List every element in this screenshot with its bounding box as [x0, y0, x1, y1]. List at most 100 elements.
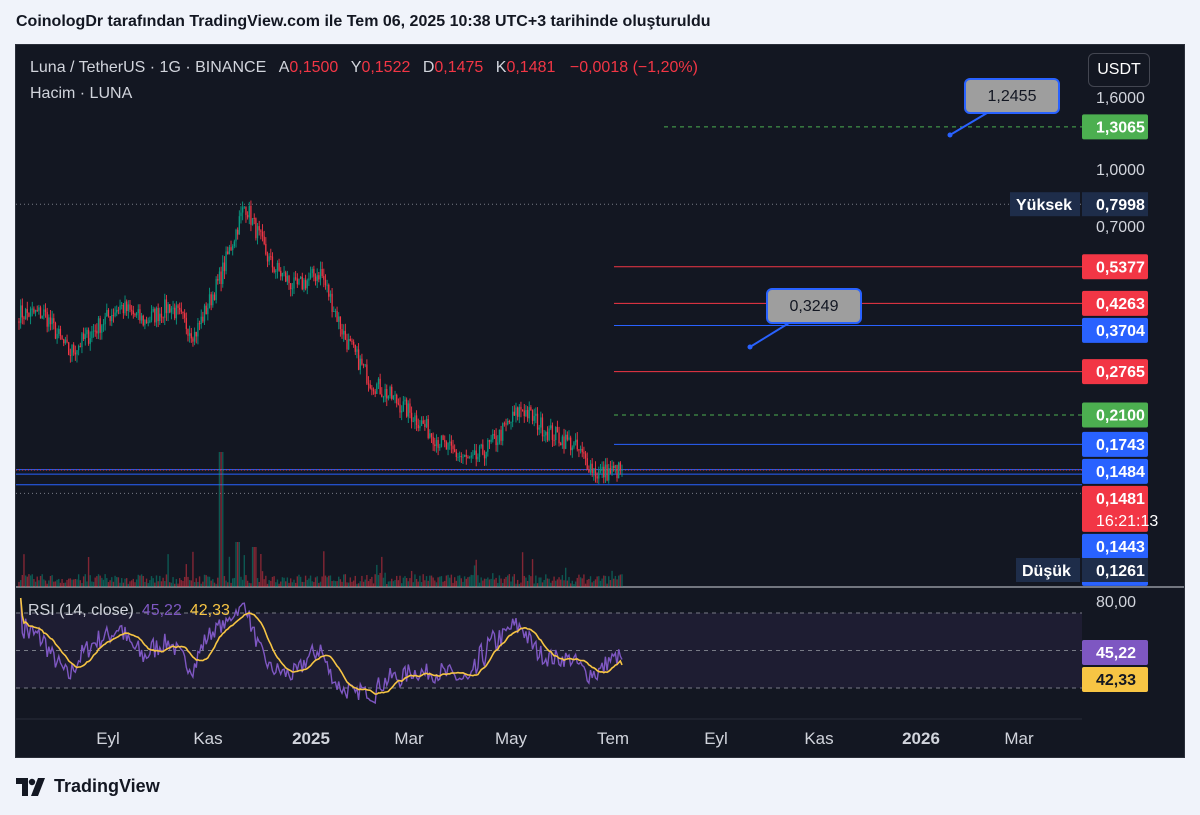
volume-bar — [538, 577, 540, 587]
volume-bar — [107, 582, 110, 587]
candle-body — [255, 218, 257, 239]
symbol-name: Luna / TetherUS · 1G · BINANCE — [30, 59, 267, 76]
candle — [583, 446, 585, 460]
candle-body — [127, 304, 129, 312]
period-low-value: 0,1261 — [1096, 563, 1145, 580]
candle — [492, 429, 494, 443]
callout-box — [766, 288, 862, 324]
currency-button[interactable]: USDT — [1088, 53, 1150, 87]
price-axis-tick-label: 1,0000 — [1096, 162, 1145, 179]
candle — [33, 306, 35, 315]
candle — [462, 454, 464, 465]
candle — [584, 450, 587, 466]
time-axis-tick-label: May — [495, 729, 528, 748]
volume-bar — [149, 580, 151, 587]
volume-bar — [334, 581, 337, 587]
volume-bar — [376, 564, 378, 587]
candle-body — [318, 275, 320, 280]
price-callout[interactable]: 0,3249 — [747, 288, 862, 350]
candle-body — [238, 216, 240, 235]
rsi-ma-value-label: 42,33 — [1096, 672, 1136, 689]
candle-body — [394, 394, 396, 396]
candle — [543, 429, 545, 442]
chart-frame[interactable]: 1,2455 0,3249 1,6000 1,0000 0,7000 1,3065 0,5… — [15, 44, 1185, 758]
price-callout[interactable]: 1,2455 — [947, 78, 1060, 138]
candle — [84, 327, 86, 346]
candle-body — [96, 330, 98, 334]
candle — [495, 428, 497, 452]
volume-bar — [482, 580, 484, 587]
volume-bar — [84, 574, 86, 587]
candle-body — [619, 462, 621, 471]
candle-body — [41, 315, 43, 319]
volume-bar — [316, 576, 318, 587]
volume-bar — [66, 579, 68, 587]
candle — [500, 425, 502, 446]
candle-body — [336, 311, 338, 322]
volume-bar — [480, 577, 482, 587]
candle — [588, 465, 590, 473]
candle-body — [91, 331, 93, 339]
volume-bar — [79, 580, 81, 587]
volume-bar — [286, 577, 289, 587]
volume-bar — [523, 575, 525, 587]
volume-bar — [583, 574, 585, 587]
candle-body — [579, 448, 582, 451]
volume-bar — [594, 579, 597, 587]
candle-body — [503, 423, 506, 425]
candle — [604, 458, 607, 483]
volume-bar — [457, 575, 459, 587]
candle — [488, 439, 491, 449]
candle-body — [550, 425, 552, 429]
candle-body — [44, 309, 47, 312]
candle — [38, 304, 40, 315]
candle-body — [266, 254, 269, 262]
candle-body — [536, 413, 539, 430]
candle-body — [187, 328, 189, 336]
candle — [430, 433, 433, 444]
candle-body — [359, 358, 361, 370]
volume-bar — [611, 570, 613, 587]
candle — [334, 308, 337, 318]
rsi-value-box — [1082, 640, 1148, 665]
volume-bar — [222, 452, 224, 587]
candle — [515, 402, 517, 423]
candle — [130, 305, 133, 316]
tradingview-logo[interactable]: TradingView — [16, 776, 160, 797]
volume-bar — [601, 578, 603, 587]
candle-body — [485, 451, 487, 459]
candle-body — [321, 268, 323, 277]
volume-bar — [392, 581, 395, 587]
candle-body — [58, 328, 60, 334]
candle — [619, 461, 621, 475]
candle-body — [260, 230, 262, 232]
volume-bar — [174, 583, 176, 587]
volume-bar — [162, 577, 164, 587]
volume-bar — [111, 577, 113, 587]
low-value: 0,1475 — [434, 59, 484, 76]
candle — [28, 312, 30, 318]
candle-body — [145, 319, 148, 324]
volume-bar — [435, 582, 438, 587]
volume-bar — [256, 578, 259, 587]
volume-bar — [608, 576, 610, 587]
chart-canvas[interactable]: 1,2455 0,3249 1,6000 1,0000 0,7000 1,3065 0,5… — [16, 45, 1185, 758]
volume-bar — [132, 578, 135, 587]
candle — [555, 426, 557, 446]
candle — [167, 301, 169, 322]
volume-bar — [596, 576, 598, 587]
candle — [285, 270, 287, 283]
candle — [46, 307, 48, 333]
volume-bar — [460, 578, 463, 587]
volume-bar — [266, 583, 269, 587]
candle-body — [439, 446, 441, 448]
volume-bar — [58, 578, 60, 587]
candle — [399, 397, 401, 418]
candle-body — [548, 428, 550, 441]
candle — [56, 328, 58, 344]
candle-body — [463, 454, 466, 457]
volume-bar — [125, 578, 128, 587]
candle-body — [593, 468, 595, 474]
candle — [362, 363, 365, 369]
candle — [309, 266, 312, 280]
